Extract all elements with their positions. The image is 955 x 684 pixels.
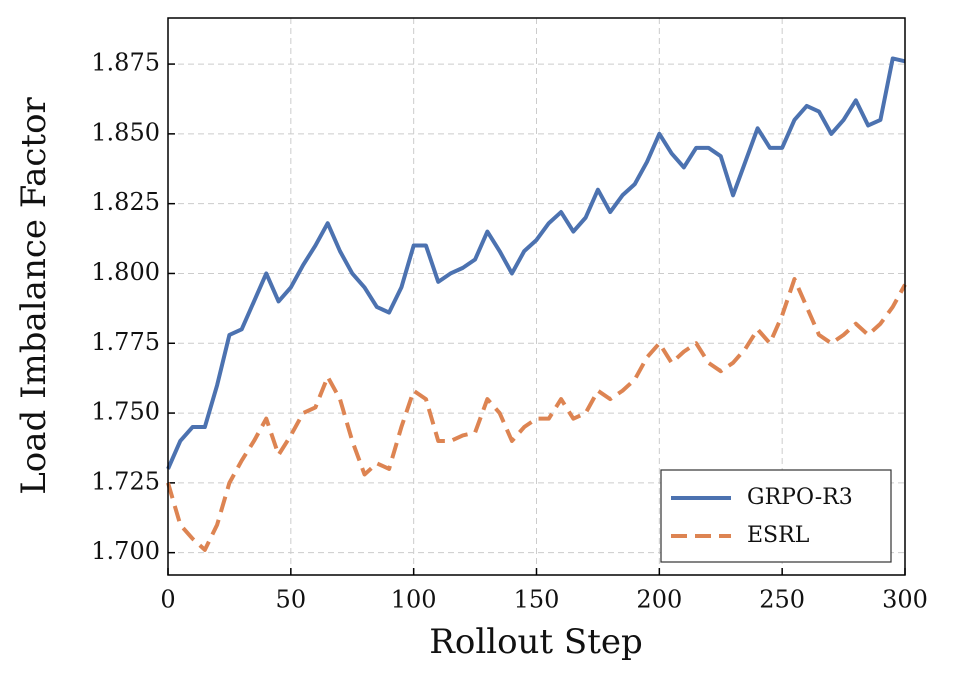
y-axis-label: Load Imbalance Factor bbox=[14, 96, 54, 494]
x-tick-label: 0 bbox=[160, 586, 175, 614]
y-tick-label: 1.800 bbox=[91, 258, 160, 286]
legend-label: GRPO-R3 bbox=[747, 485, 853, 510]
x-tick-label: 200 bbox=[636, 586, 682, 614]
x-tick-label: 50 bbox=[276, 586, 307, 614]
y-tick-label: 1.775 bbox=[91, 328, 160, 356]
plot-frame bbox=[167, 17, 906, 576]
legend-label: ESRL bbox=[747, 523, 810, 548]
x-axis-label: Rollout Step bbox=[429, 622, 643, 662]
y-tick-label: 1.725 bbox=[91, 467, 160, 495]
x-tick-label: 150 bbox=[514, 586, 560, 614]
x-tick-label: 100 bbox=[391, 586, 437, 614]
legend-box bbox=[660, 469, 892, 563]
y-tick-label: 1.750 bbox=[91, 398, 160, 426]
x-tick-label: 300 bbox=[882, 586, 928, 614]
series-line bbox=[166, 56, 906, 470]
y-tick-label: 1.700 bbox=[91, 537, 160, 565]
x-tick-label: 250 bbox=[759, 586, 805, 614]
y-tick-label: 1.825 bbox=[91, 188, 160, 216]
y-tick-label: 1.875 bbox=[91, 49, 160, 77]
y-tick-label: 1.850 bbox=[91, 118, 160, 146]
